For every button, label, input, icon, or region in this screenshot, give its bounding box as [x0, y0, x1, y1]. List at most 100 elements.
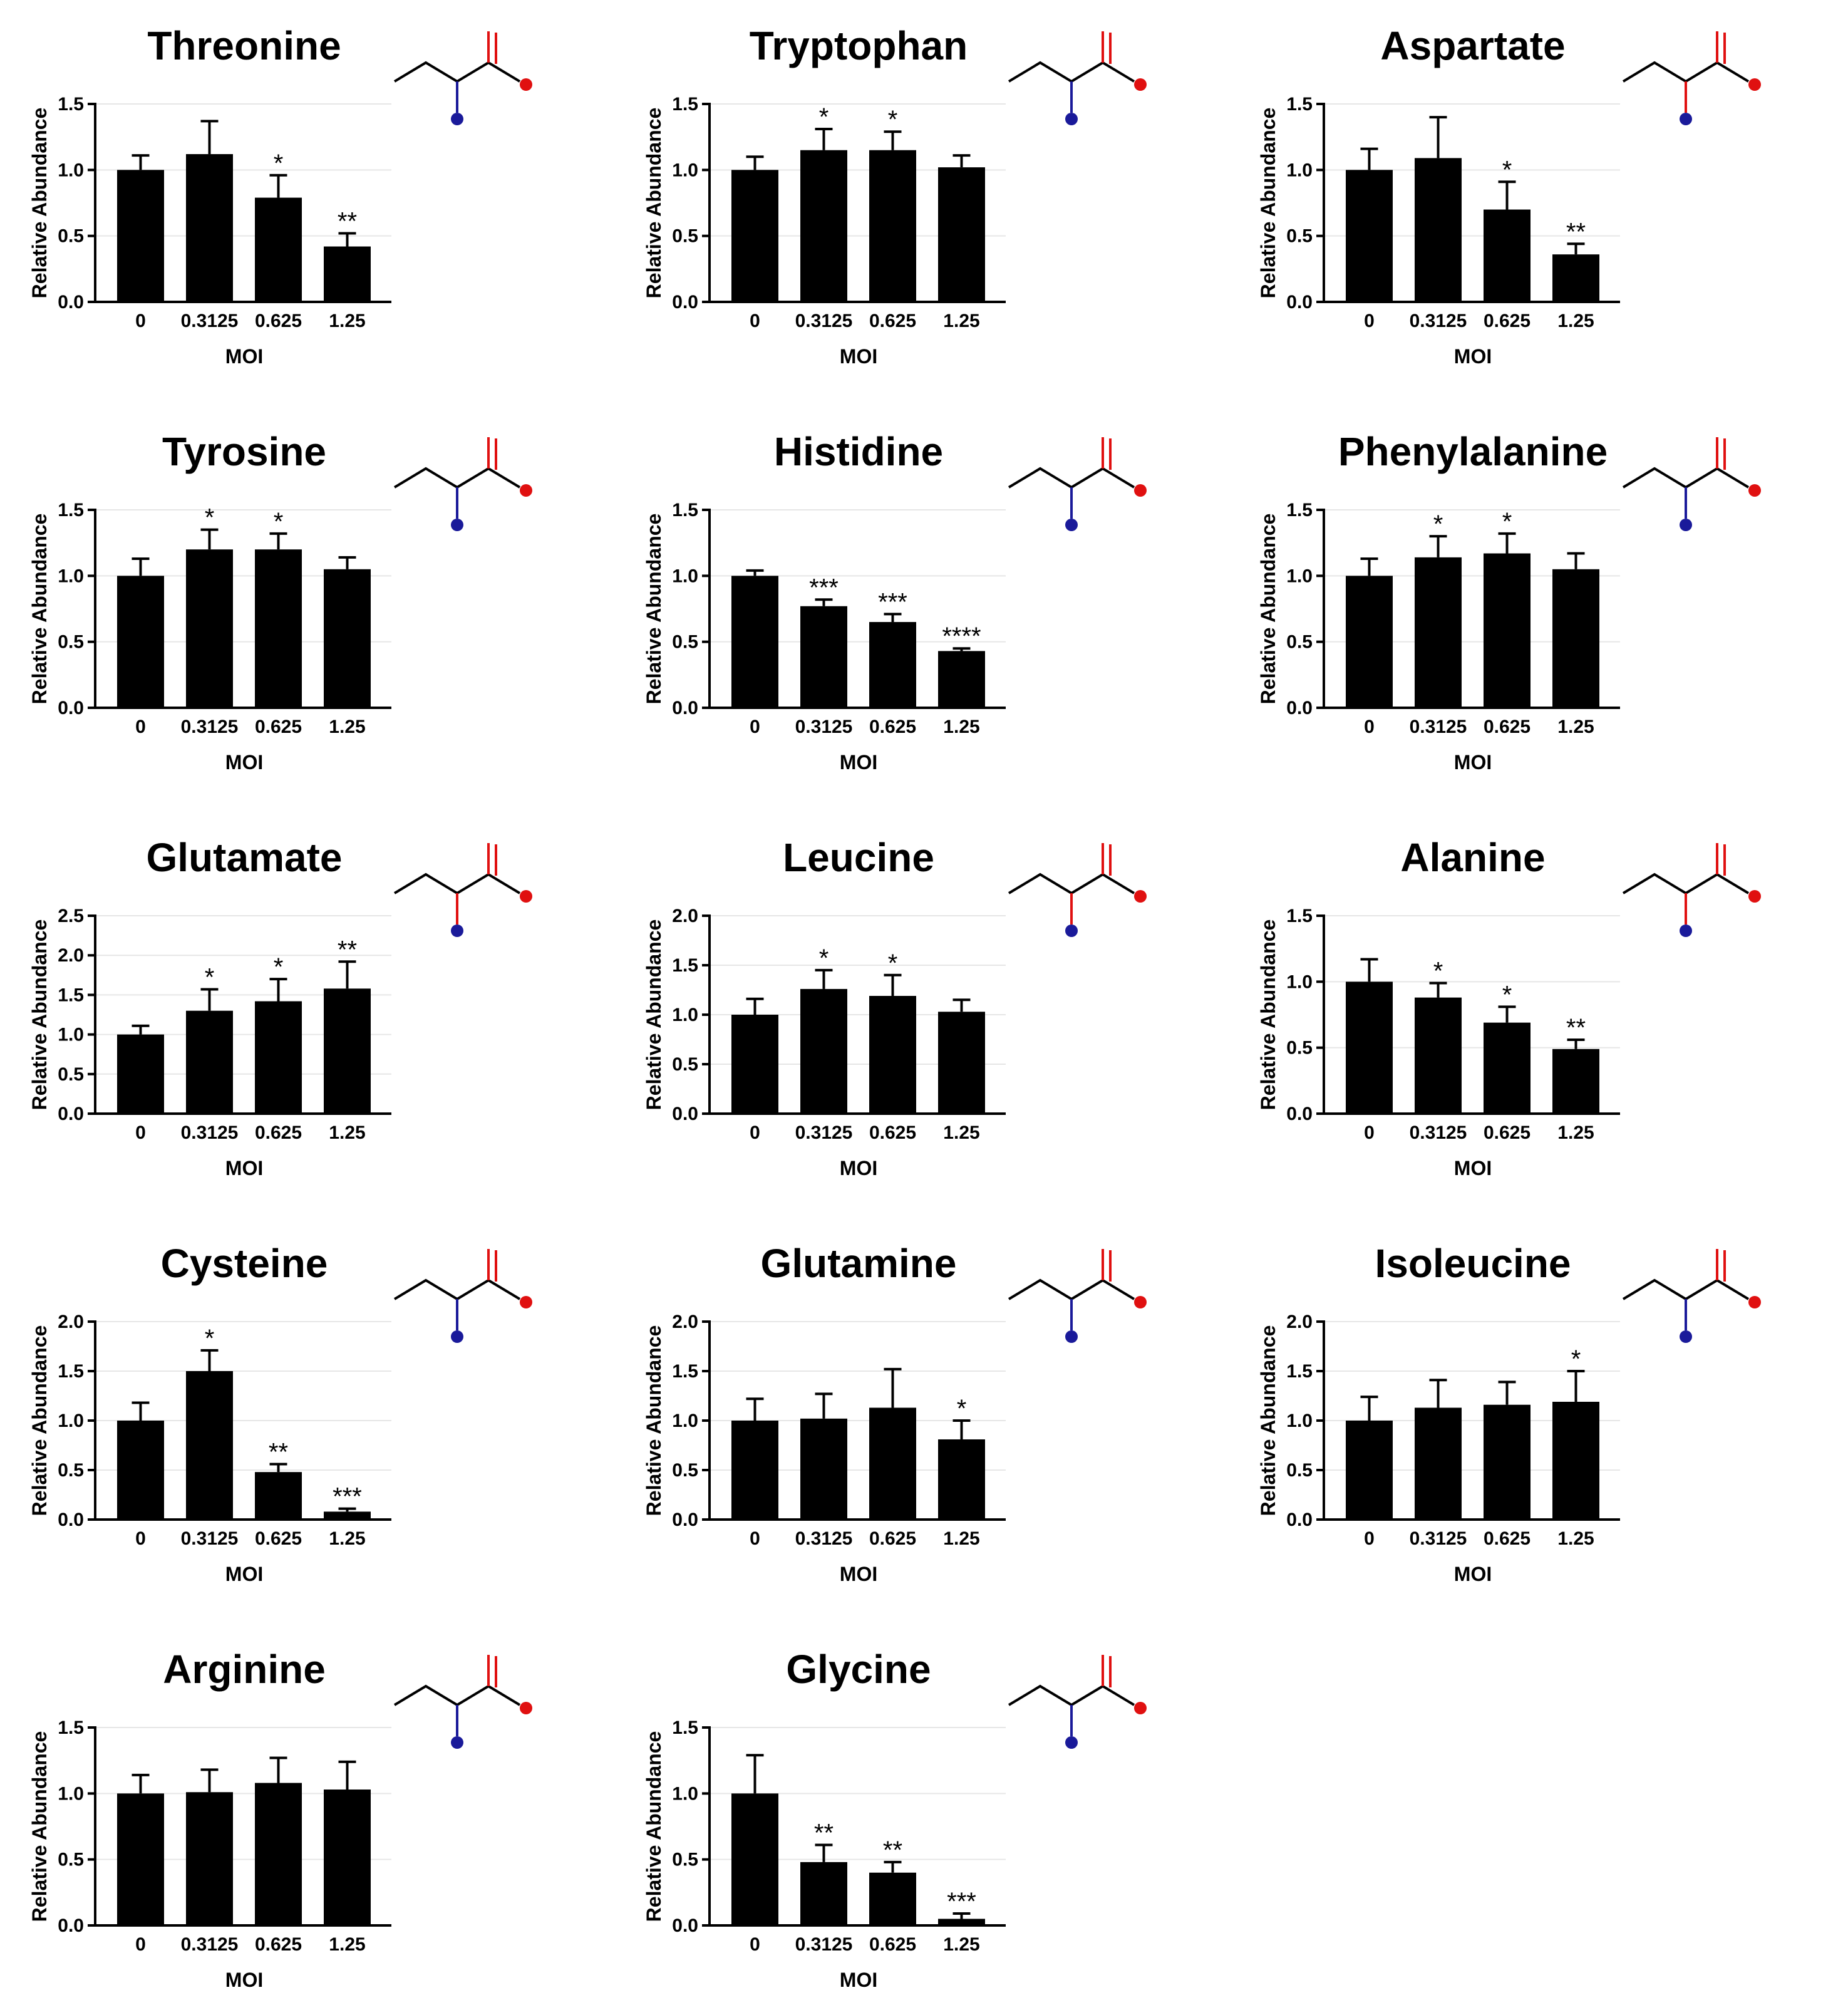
- structure-backbone: [1622, 873, 1750, 895]
- bar: [1415, 158, 1462, 302]
- chart-panel: Threonine 0 0.3125 * 0.625 ** 1.25 0.0 0.5 1.0 1.5…: [28, 23, 532, 368]
- x-tick-label: 0.3125: [181, 311, 239, 331]
- x-tick-label: 1.25: [943, 1934, 979, 1955]
- bar: [255, 1001, 302, 1114]
- bar: [186, 154, 233, 302]
- chart-title: Glutamine: [761, 1241, 957, 1286]
- bar: [255, 549, 302, 708]
- y-tick-label: 1.5: [1286, 1361, 1313, 1382]
- structure-backbone: [1622, 1278, 1750, 1301]
- significance-label: **: [1566, 218, 1586, 246]
- y-tick-label: 0.5: [672, 1054, 698, 1075]
- molecular-structure-icon: [1008, 1249, 1147, 1343]
- molecular-structure-icon: [1008, 1655, 1147, 1749]
- x-axis-label: MOI: [840, 1157, 877, 1179]
- y-tick-label: 0.0: [1286, 1510, 1313, 1530]
- x-axis-label: MOI: [840, 345, 877, 368]
- x-tick-label: 0: [750, 1934, 760, 1955]
- bar: [869, 622, 916, 708]
- y-tick-label: 1.0: [672, 1411, 698, 1431]
- bar: [1346, 170, 1393, 302]
- y-tick-label: 1.5: [672, 955, 698, 976]
- y-tick-label: 0.0: [58, 1915, 84, 1936]
- x-tick-label: 0.625: [1484, 311, 1531, 331]
- bar: [186, 1371, 233, 1520]
- structure-backbone: [1008, 467, 1135, 489]
- chart-panel: Glycine 0 ** 0.3125 ** 0.625 *** 1.25 0.0 0.5 1.0 1…: [643, 1647, 1147, 1991]
- molecular-structure-icon: [1622, 843, 1761, 937]
- x-tick-label: 1.25: [329, 1528, 365, 1549]
- structure-amine-atom: [1065, 113, 1078, 125]
- bar: [324, 1511, 371, 1520]
- x-tick-label: 0: [1364, 717, 1375, 737]
- bar: [1415, 557, 1462, 708]
- structure-hydroxyl-atom: [520, 1702, 532, 1714]
- molecular-structure-icon: [1622, 437, 1761, 531]
- structure-backbone: [1008, 1278, 1135, 1301]
- molecular-structure-icon: [1008, 843, 1147, 937]
- y-tick-label: 1.5: [672, 94, 698, 115]
- chart-panel: Histidine 0 *** 0.3125 *** 0.625 **** 1.25 0.0 0.…: [643, 429, 1147, 774]
- x-tick-label: 0.625: [255, 1122, 302, 1143]
- chart-panel: Tyrosine 0 * 0.3125 * 0.625 1.25 0.0 0.5 1.0 1.5 MO…: [28, 429, 532, 774]
- structure-amine-atom: [1065, 1736, 1078, 1749]
- x-tick-label: 0: [750, 1528, 760, 1549]
- y-tick-label: 0.5: [1286, 632, 1313, 653]
- chart-panel: Isoleucine 0 0.3125 0.625 * 1.25 0.0 0.5 1.0 1.5 2…: [1257, 1241, 1761, 1585]
- y-tick-label: 0.0: [672, 1104, 698, 1124]
- structure-hydroxyl-atom: [520, 484, 532, 497]
- structure-amine-atom: [451, 1330, 463, 1343]
- x-tick-label: 0: [135, 311, 146, 331]
- structure-backbone: [1008, 61, 1135, 83]
- bar: [255, 1472, 302, 1520]
- y-tick-label: 0.5: [58, 1064, 84, 1085]
- significance-label: *: [205, 504, 215, 532]
- y-axis-label: Relative Abundance: [28, 514, 51, 705]
- y-tick-label: 1.5: [58, 500, 84, 521]
- chart-title: Glycine: [786, 1647, 931, 1692]
- chart-title: Arginine: [163, 1647, 326, 1692]
- bar: [117, 1421, 164, 1520]
- molecular-structure-icon: [1622, 31, 1761, 125]
- y-tick-label: 0.0: [1286, 698, 1313, 718]
- x-tick-label: 0: [135, 1934, 146, 1955]
- significance-label: *: [957, 1395, 967, 1422]
- significance-label: ***: [878, 588, 907, 616]
- y-tick-label: 0.5: [672, 226, 698, 247]
- structure-amine-atom: [451, 1736, 463, 1749]
- significance-label: **: [814, 1819, 834, 1847]
- y-tick-label: 2.0: [672, 906, 698, 926]
- x-tick-label: 0.3125: [1410, 717, 1467, 737]
- x-axis-label: MOI: [225, 1157, 263, 1179]
- molecular-structure-icon: [1622, 1249, 1761, 1343]
- bar: [324, 246, 371, 302]
- y-axis-label: Relative Abundance: [643, 514, 665, 705]
- y-tick-label: 1.5: [672, 1717, 698, 1738]
- y-tick-label: 0.5: [672, 1460, 698, 1481]
- y-tick-label: 0.0: [672, 1510, 698, 1530]
- chart-title: Isoleucine: [1375, 1241, 1571, 1286]
- structure-hydroxyl-atom: [520, 1296, 532, 1308]
- x-axis-label: MOI: [840, 751, 877, 774]
- x-tick-label: 0.625: [255, 1934, 302, 1955]
- structure-hydroxyl-atom: [1748, 1296, 1761, 1308]
- y-tick-label: 0.0: [672, 698, 698, 718]
- chart-title: Phenylalanine: [1338, 429, 1608, 474]
- bar: [186, 1792, 233, 1925]
- chart-title: Histidine: [774, 429, 943, 474]
- x-tick-label: 0.3125: [795, 1934, 853, 1955]
- chart-panel: Glutamine 0 0.3125 0.625 * 1.25 0.0 0.5 1.0 1.5 2.…: [643, 1241, 1147, 1585]
- x-axis-label: MOI: [225, 751, 263, 774]
- bar: [731, 1015, 778, 1114]
- y-tick-label: 1.0: [1286, 971, 1313, 992]
- bar: [1346, 576, 1393, 708]
- bar: [324, 988, 371, 1114]
- y-tick-label: 1.0: [1286, 1411, 1313, 1431]
- bar: [186, 1010, 233, 1114]
- significance-label: **: [1566, 1014, 1586, 1042]
- significance-label: ***: [333, 1483, 362, 1511]
- x-tick-label: 1.25: [1557, 1528, 1594, 1549]
- x-tick-label: 0: [750, 311, 760, 331]
- x-tick-label: 0.625: [255, 311, 302, 331]
- chart-title: Cysteine: [161, 1241, 328, 1286]
